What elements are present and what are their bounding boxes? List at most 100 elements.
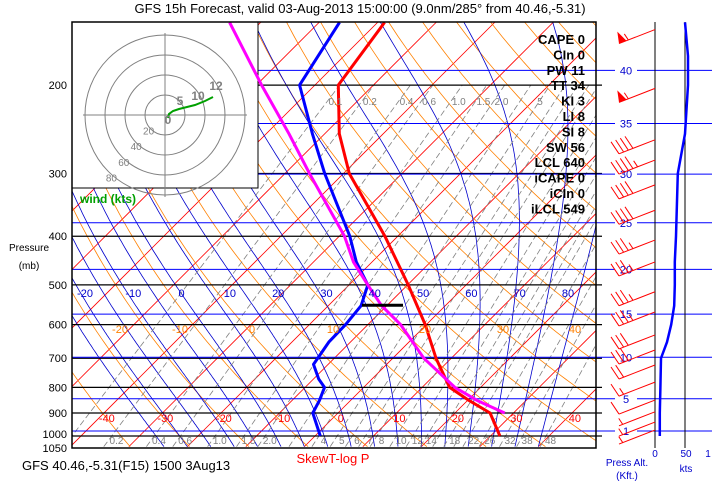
footer-station-info: GFS 40.46,-5.31(F15) 1500 3Aug13	[22, 458, 230, 473]
mixing-ratio-line	[236, 84, 488, 447]
barb-half-feather	[623, 92, 629, 100]
mixing-ratio-label: 6	[354, 436, 360, 447]
barb-half-feather	[628, 314, 634, 321]
index-tt: TT 34	[551, 78, 586, 93]
mixing-ratio-line	[432, 174, 596, 447]
barb-feather	[610, 241, 620, 255]
hodograph-label: wind (kts)	[79, 192, 136, 206]
barb-feather	[619, 208, 629, 221]
barb-staff	[618, 429, 656, 445]
wind-barb	[618, 429, 656, 445]
barb-pennant	[617, 90, 627, 103]
wind-barb	[610, 348, 656, 365]
mixing-ratio-label: 32	[505, 436, 517, 447]
barb-feather	[610, 351, 620, 365]
barb-feather	[619, 137, 629, 151]
mixing-ratio-label: 1.5	[476, 97, 490, 108]
index-value: 8	[578, 124, 585, 139]
isotherm-label: 30	[510, 413, 522, 425]
mixing-ratio-line	[405, 136, 596, 447]
altitude-tick-label: 1	[623, 426, 629, 438]
barb-feather	[624, 206, 634, 220]
barb-feather	[619, 182, 629, 196]
barb-feather	[615, 261, 625, 275]
mixing-ratio-label: 5	[339, 436, 345, 447]
dry-adiabat-line	[320, 22, 596, 324]
press-alt-title: Press Alt.	[606, 458, 648, 469]
theta-label: -10	[125, 288, 141, 300]
barb-staff	[618, 411, 656, 427]
barb-feather	[624, 156, 634, 169]
barb-feather	[610, 211, 620, 225]
barb-feather	[615, 184, 625, 198]
isotherm-label: 0	[338, 413, 344, 425]
footer-chart-type: SkewT-log P	[297, 451, 370, 466]
index-name: CAPE	[538, 32, 574, 47]
index-value: 34	[571, 78, 586, 93]
barb-feather	[610, 263, 620, 277]
isotherm-line	[187, 37, 596, 447]
index-name: PW	[547, 63, 569, 78]
index-cin: CIn 0	[553, 47, 585, 62]
wind-barb	[610, 260, 656, 277]
barb-feather	[619, 158, 629, 171]
isotherm-line	[245, 95, 596, 447]
index-value: 3	[578, 94, 585, 109]
mixing-ratio-line	[172, 84, 434, 447]
index-name: LCL	[535, 155, 560, 170]
barb-feather	[610, 336, 620, 350]
dry-adiabat-line	[646, 7, 712, 446]
mixing-ratio-label: 1.0	[213, 436, 227, 447]
wind-barb	[610, 310, 656, 327]
theta-label: 80	[562, 288, 574, 300]
barb-feather	[610, 293, 620, 307]
theta-label: 20	[272, 288, 284, 300]
adiabat-label: 40	[569, 324, 581, 336]
barb-half-feather	[633, 160, 639, 168]
index-ilcl: iLCL 549	[531, 201, 585, 216]
index-value: 0	[578, 47, 585, 62]
theta-label: 30	[320, 288, 332, 300]
isobar-lines	[72, 69, 712, 437]
barb-feather	[615, 210, 625, 223]
barb-feather	[615, 139, 625, 153]
index-value: 0	[578, 32, 585, 47]
isotherm-label: -10	[274, 413, 290, 425]
hodograph-ring-label: 80	[106, 173, 118, 184]
dry-adiabat-line	[252, 22, 596, 402]
mixing-ratio-label: 14	[426, 436, 438, 447]
index-cape: CAPE 0	[538, 32, 585, 47]
hodograph-ring-label: 20	[143, 127, 155, 138]
barb-feather	[615, 291, 625, 305]
mixing-ratio-line	[257, 84, 505, 447]
barb-staff	[618, 159, 656, 175]
isotherm-line	[304, 154, 596, 447]
barb-half-feather	[619, 388, 625, 395]
wind-barb	[610, 238, 656, 255]
wind-barb	[610, 136, 656, 155]
isotherm-line	[0, 7, 42, 446]
isotherm-line	[597, 7, 712, 446]
wind-barb	[610, 181, 656, 200]
isotherm-line	[421, 271, 596, 447]
dry-adiabat-line	[422, 22, 596, 211]
index-name: KI	[561, 94, 574, 109]
mixing-ratio-line	[311, 84, 551, 447]
barb-feather	[615, 239, 625, 253]
barb-staff	[618, 139, 656, 155]
theta-label: 10	[224, 288, 236, 300]
barb-half-feather	[628, 242, 634, 249]
index-lcl: LCL 640	[535, 155, 585, 170]
wind-barb	[610, 399, 656, 415]
barb-staff	[618, 399, 656, 415]
index-name: iCIn	[550, 186, 575, 201]
mixing-ratio-line	[478, 243, 596, 447]
pressure-tick-label: 1000	[43, 429, 67, 441]
dewpoint-profile	[298, 22, 370, 437]
adiabat-label: 20	[419, 324, 431, 336]
index-value: 0	[578, 186, 585, 201]
barb-feather	[619, 310, 629, 323]
mixing-ratio-line	[539, 343, 596, 447]
barb-staff	[618, 184, 656, 200]
